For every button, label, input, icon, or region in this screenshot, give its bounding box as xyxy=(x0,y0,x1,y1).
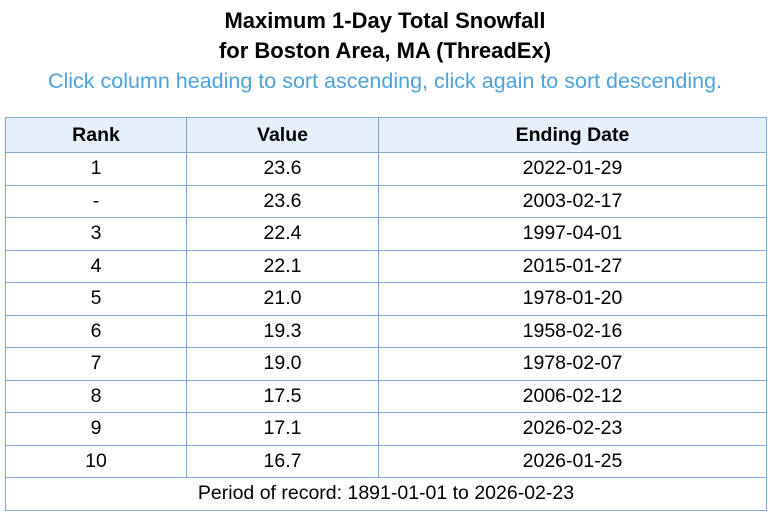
table-cell: 2026-02-23 xyxy=(378,412,767,446)
footer-row: Period of record: 1891-01-01 to 2026-02-… xyxy=(5,477,767,511)
table-row: 6 19.3 1958-02-16 xyxy=(5,314,767,348)
table-row: 7 19.0 1978-02-07 xyxy=(5,347,767,381)
table-cell: 1978-01-20 xyxy=(378,282,767,316)
table-cell: 3 xyxy=(5,217,187,251)
table-cell: 2003-02-17 xyxy=(378,184,767,218)
table-row: 4 22.1 2015-01-27 xyxy=(5,249,767,283)
table-row: 8 17.5 2006-02-12 xyxy=(5,379,767,413)
table-cell: 22.4 xyxy=(186,217,379,251)
column-heading[interactable]: Value xyxy=(186,117,379,153)
table-row: 1 23.6 2022-01-29 xyxy=(5,152,767,186)
table-cell: 9 xyxy=(5,412,187,446)
column-heading[interactable]: Rank xyxy=(5,117,187,153)
table-cell: 2015-01-27 xyxy=(378,249,767,283)
table-cell: 1997-04-01 xyxy=(378,217,767,251)
table-row: -23.6 2003-02-17 xyxy=(5,184,767,218)
table-cell: 2006-02-12 xyxy=(378,379,767,413)
table-cell: 23.6 xyxy=(186,184,379,218)
footer-cell: Period of record: 1891-01-01 to 2026-02-… xyxy=(5,477,767,511)
table-cell: 10 xyxy=(5,444,187,478)
table-cell: 2022-01-29 xyxy=(378,152,767,186)
table-cell: 1978-02-07 xyxy=(378,347,767,381)
table-cell: 2026-01-25 xyxy=(378,444,767,478)
table-cell: 7 xyxy=(5,347,187,381)
table-row: 5 21.0 1978-01-20 xyxy=(5,282,767,316)
table-body: 1 23.6 2022-01-29-23.6 2003-02-17 3 22.4 1997-… xyxy=(5,152,767,511)
table-cell: 22.1 xyxy=(186,249,379,283)
table-row: 10 16.7 2026-01-25 xyxy=(5,444,767,478)
table-cell: 23.6 xyxy=(186,152,379,186)
header-row: Rank Value Ending Date xyxy=(5,117,767,153)
table-cell: 6 xyxy=(5,314,187,348)
table-cell: 21.0 xyxy=(186,282,379,316)
title: for Boston Area, MA (ThreadEx) xyxy=(218,38,552,63)
column-heading[interactable]: Ending Date xyxy=(378,117,767,153)
table-cell: 8 xyxy=(5,379,187,413)
table-row: 9 17.1 2026-02-23 xyxy=(5,412,767,446)
table-cell: 1958-02-16 xyxy=(378,314,767,348)
title: Maximum 1-Day Total Snowfall xyxy=(224,8,546,33)
table-row: 3 22.4 1997-04-01 xyxy=(5,217,767,251)
snowfall-table: Rank Value Ending Date 1 23.6 2022-01-29-23.… xyxy=(5,117,767,511)
table-cell: 19.0 xyxy=(186,347,379,381)
table-cell: 16.7 xyxy=(186,444,379,478)
table-cell: 5 xyxy=(5,282,187,316)
table-cell: 17.5 xyxy=(186,379,379,413)
subtitle: Click column heading to sort ascending, … xyxy=(47,69,723,93)
table-cell: 19.3 xyxy=(186,314,379,348)
table-cell: 4 xyxy=(5,249,187,283)
table-cell: 17.1 xyxy=(186,412,379,446)
table-cell: 1 xyxy=(5,152,187,186)
table-cell: - xyxy=(5,184,187,218)
